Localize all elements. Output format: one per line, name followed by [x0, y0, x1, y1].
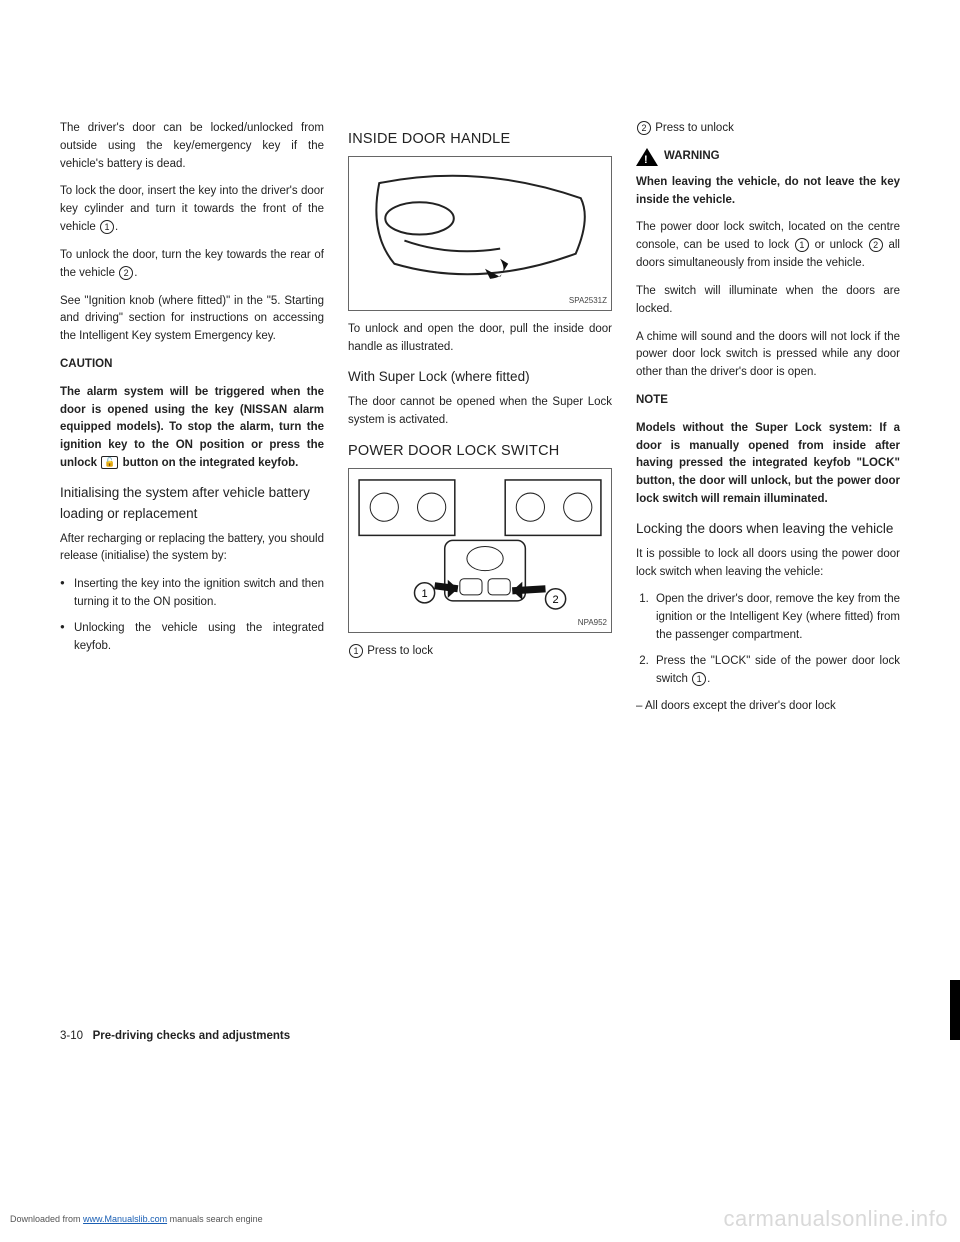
figure-label: NPA952	[578, 617, 607, 629]
list-item: Inserting the key into the ignition swit…	[60, 576, 324, 612]
caution-text: The alarm system will be triggered when …	[60, 384, 324, 473]
paragraph: After recharging or replacing the batter…	[60, 531, 324, 567]
legend-item: 1 Press to lock	[348, 643, 612, 661]
figure-label: SPA2531Z	[569, 295, 607, 307]
text: manuals search engine	[167, 1214, 263, 1224]
circled-1-icon: 1	[692, 672, 706, 686]
subheading-initialising: Initialising the system after vehicle ba…	[60, 483, 324, 525]
svg-text:2: 2	[553, 594, 559, 606]
numbered-list: Open the driver's door, remove the key f…	[636, 591, 900, 688]
warning-row: WARNING	[636, 148, 900, 166]
watermark: carmanualsonline.info	[723, 1206, 948, 1232]
paragraph: The switch will illuminate when the door…	[636, 283, 900, 319]
paragraph: See "Ignition knob (where fitted)" in th…	[60, 293, 324, 346]
unlock-icon: 🔓	[101, 456, 118, 469]
paragraph: To lock the door, insert the key into th…	[60, 183, 324, 236]
page-number: 3-10	[60, 1030, 83, 1042]
content-columns: The driver's door can be locked/unlocked…	[60, 120, 900, 726]
list-item: Open the driver's door, remove the key f…	[652, 591, 900, 644]
circled-1-icon: 1	[100, 220, 114, 234]
heading-power-door-lock: POWER DOOR LOCK SWITCH	[348, 440, 612, 462]
bullet-list: Inserting the key into the ignition swit…	[60, 576, 324, 655]
text: button on the integrated keyfob.	[119, 457, 298, 469]
paragraph: To unlock and open the door, pull the in…	[348, 321, 612, 357]
paragraph: A chime will sound and the doors will no…	[636, 329, 900, 382]
svg-text:1: 1	[422, 588, 428, 600]
paragraph: The door cannot be opened when the Super…	[348, 394, 612, 430]
circled-2-icon: 2	[637, 121, 651, 135]
note-text: Models without the Super Lock system: If…	[636, 420, 900, 509]
figure-power-lock-switch: 1 2 NPA952	[348, 468, 612, 633]
text: To unlock the door, turn the key towards…	[60, 249, 324, 279]
legend-item: 2 Press to unlock	[636, 120, 900, 138]
list-item: Press the "LOCK" side of the power door …	[652, 653, 900, 689]
list-item: All doors except the driver's door lock	[652, 698, 900, 716]
list-item: Unlocking the vehicle using the integrat…	[60, 620, 324, 656]
column-1: The driver's door can be locked/unlocked…	[60, 120, 324, 726]
note-heading: NOTE	[636, 392, 900, 410]
power-lock-illustration: 1 2	[349, 469, 611, 632]
paragraph: The power door lock switch, located on t…	[636, 219, 900, 272]
text: Downloaded from	[10, 1214, 83, 1224]
paragraph: The driver's door can be locked/unlocked…	[60, 120, 324, 173]
dash-list: All doors except the driver's door lock	[636, 698, 900, 716]
download-source-line: Downloaded from www.Manualslib.com manua…	[10, 1214, 263, 1224]
text: Press to unlock	[655, 122, 734, 134]
circled-2-icon: 2	[869, 238, 883, 252]
section-title: Pre-driving checks and adjustments	[93, 1030, 290, 1042]
door-handle-illustration	[349, 157, 611, 310]
circled-1-icon: 1	[795, 238, 809, 252]
page-footer: 3-10 Pre-driving checks and adjustments	[60, 1030, 290, 1042]
manual-page: The driver's door can be locked/unlocked…	[0, 0, 960, 1242]
paragraph: It is possible to lock all doors using t…	[636, 546, 900, 582]
figure-door-handle: SPA2531Z	[348, 156, 612, 311]
subheading-locking-leaving: Locking the doors when leaving the vehic…	[636, 519, 900, 540]
circled-1-icon: 1	[349, 644, 363, 658]
text: Press to lock	[367, 645, 433, 657]
subheading-super-lock: With Super Lock (where fitted)	[348, 367, 612, 388]
column-3: 2 Press to unlock WARNING When leaving t…	[636, 120, 900, 726]
text: .	[115, 221, 118, 233]
warning-label: WARNING	[664, 148, 720, 166]
manualslib-link[interactable]: www.Manualslib.com	[83, 1214, 167, 1224]
edge-tab-icon	[950, 980, 960, 1040]
column-2: INSIDE DOOR HANDLE SPA2531Z To unlock an…	[348, 120, 612, 726]
paragraph: To unlock the door, turn the key towards…	[60, 247, 324, 283]
text: .	[134, 267, 137, 279]
text: or unlock	[810, 239, 868, 251]
caution-heading: CAUTION	[60, 356, 324, 374]
heading-inside-door-handle: INSIDE DOOR HANDLE	[348, 128, 612, 150]
circled-2-icon: 2	[119, 266, 133, 280]
warning-triangle-icon	[636, 148, 658, 166]
text: .	[707, 673, 710, 685]
warning-text: When leaving the vehicle, do not leave t…	[636, 174, 900, 210]
